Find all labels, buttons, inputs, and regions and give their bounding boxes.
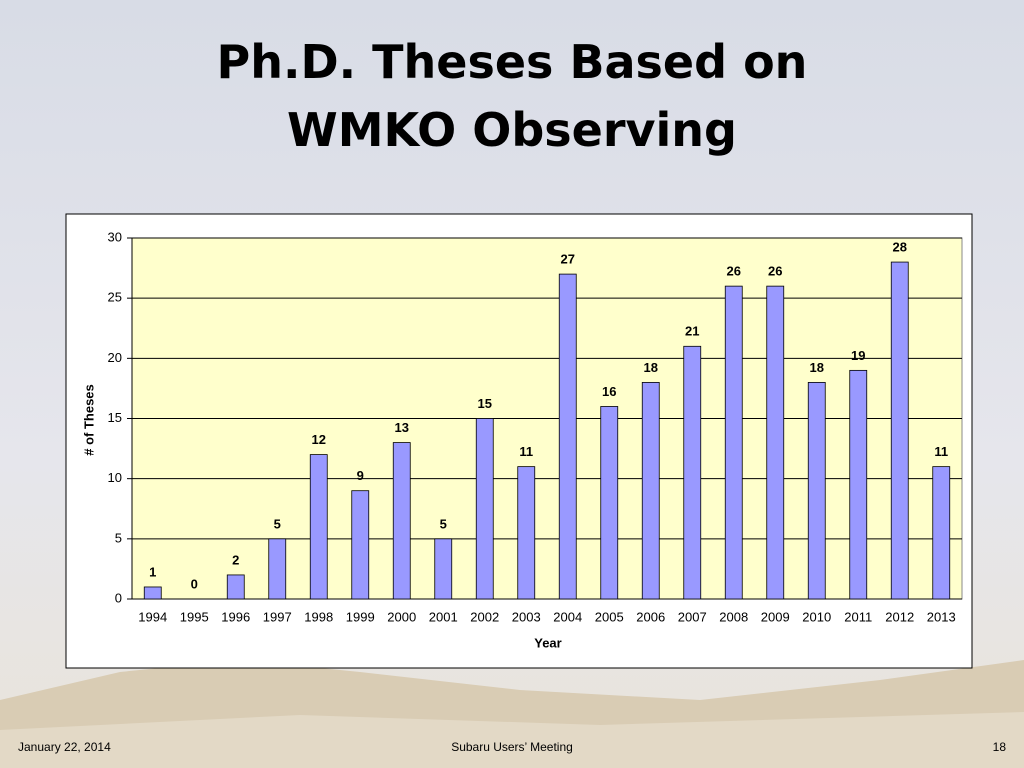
- data-label: 11: [519, 444, 533, 459]
- bar: [475, 418, 494, 600]
- bar: [641, 381, 660, 600]
- y-tick-label: 5: [115, 530, 122, 545]
- bar: [600, 406, 619, 600]
- y-tick-label: 10: [108, 470, 122, 485]
- data-label: 21: [685, 324, 699, 339]
- data-label: 1: [149, 564, 156, 579]
- x-tick-label: 1999: [346, 609, 375, 624]
- data-label: 18: [810, 360, 824, 375]
- bar: [268, 538, 287, 600]
- data-label: 26: [727, 264, 741, 279]
- bar: [143, 586, 162, 600]
- data-label: 26: [768, 264, 782, 279]
- x-tick-label: 1994: [138, 609, 167, 624]
- x-tick-label: 2008: [719, 609, 748, 624]
- data-label: 13: [395, 420, 409, 435]
- x-tick-label: 1997: [263, 609, 292, 624]
- bar: [351, 490, 370, 600]
- x-tick-label: 1995: [180, 609, 209, 624]
- bar: [890, 261, 909, 600]
- bar: [558, 273, 577, 600]
- bar: [932, 466, 951, 600]
- y-axis-label: # of Theses: [81, 384, 96, 456]
- data-label: 11: [934, 444, 948, 459]
- data-label: 18: [644, 360, 658, 375]
- data-label: 5: [440, 516, 447, 531]
- bar: [766, 285, 785, 600]
- bar: [434, 538, 453, 600]
- x-tick-label: 2010: [802, 609, 831, 624]
- data-label: 2: [232, 552, 239, 567]
- footer-event: Subaru Users’ Meeting: [451, 740, 573, 754]
- x-tick-label: 1998: [304, 609, 333, 624]
- x-tick-label: 2003: [512, 609, 541, 624]
- x-tick-label: 2007: [678, 609, 707, 624]
- data-label: 19: [851, 348, 865, 363]
- foreground: [0, 712, 1024, 768]
- footer-page: 18: [993, 740, 1007, 754]
- x-axis-label: Year: [534, 635, 561, 650]
- x-tick-label: 2002: [470, 609, 499, 624]
- data-label: 0: [191, 576, 198, 591]
- footer-date: January 22, 2014: [18, 740, 111, 754]
- slide-title: Ph.D. Theses Based on WMKO Observing: [217, 35, 808, 157]
- x-tick-label: 2009: [761, 609, 790, 624]
- data-label: 5: [274, 516, 281, 531]
- x-tick-label: 2006: [636, 609, 665, 624]
- x-tick-label: 2013: [927, 609, 956, 624]
- bar: [849, 369, 868, 600]
- data-label: 16: [602, 384, 616, 399]
- data-label: 15: [478, 396, 492, 411]
- bar: [517, 466, 536, 600]
- bar: [226, 574, 245, 600]
- bar: [724, 285, 743, 600]
- data-label: 28: [893, 240, 907, 255]
- bar: [309, 454, 328, 600]
- y-tick-label: 0: [115, 590, 122, 605]
- bar: [807, 381, 826, 600]
- x-tick-label: 2001: [429, 609, 458, 624]
- x-tick-label: 2000: [387, 609, 416, 624]
- data-label: 9: [357, 468, 364, 483]
- bar: [683, 345, 702, 600]
- x-tick-label: 1996: [221, 609, 250, 624]
- x-tick-label: 2005: [595, 609, 624, 624]
- y-tick-label: 25: [108, 290, 122, 305]
- data-label: 12: [312, 432, 326, 447]
- y-tick-label: 20: [108, 350, 122, 365]
- x-tick-label: 2004: [553, 609, 582, 624]
- x-tick-label: 2011: [844, 609, 872, 624]
- bar: [392, 442, 411, 600]
- y-tick-label: 30: [108, 229, 122, 244]
- y-tick-label: 15: [108, 410, 122, 425]
- data-label: 27: [561, 252, 575, 267]
- x-tick-label: 2012: [885, 609, 914, 624]
